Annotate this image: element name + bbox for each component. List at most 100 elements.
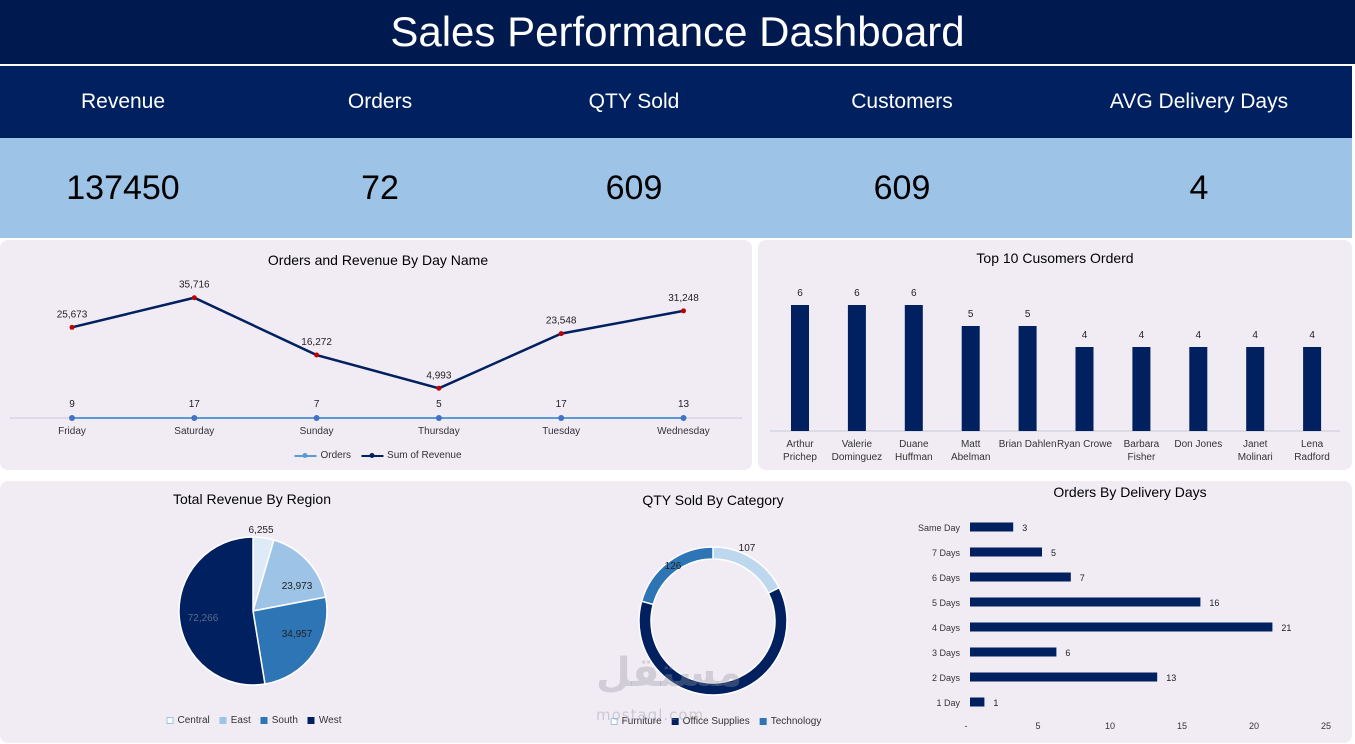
slice-east <box>251 539 327 612</box>
revenue-legend-swatch <box>361 452 384 458</box>
legend-item-south: South <box>260 715 298 726</box>
day-name-chart-panel: Orders and Revenue By Day Name 9 17 7 5 17 13… <box>0 240 752 470</box>
bar-2 <box>847 305 866 431</box>
south-swatch <box>260 717 268 724</box>
hbar-3-days <box>970 647 1057 657</box>
bottom-charts-panel: Total Revenue By Region 6,255 23,973 34,95… <box>0 481 1352 743</box>
west-swatch <box>307 717 315 724</box>
orders-label-friday: 9 <box>69 399 75 410</box>
x-tick-wednesday: Wednesday <box>657 426 710 437</box>
hbar-1-day <box>970 697 985 707</box>
bar-3 <box>904 305 923 431</box>
orders-point-saturday <box>191 415 198 421</box>
y-tick-1-day: 1 Day <box>936 698 960 708</box>
bar-label-10: 4 <box>1309 330 1315 341</box>
kpi-label-avg-delivery-days: AVG Delivery Days <box>1109 90 1289 113</box>
legend-label-technology: Technology <box>770 716 822 727</box>
day-name-chart-title: Orders and Revenue By Day Name <box>267 252 489 268</box>
bar-9 <box>1246 347 1265 431</box>
hbar-label-7-days: 5 <box>1051 548 1056 558</box>
legend-label-south: South <box>271 715 298 726</box>
kpi-label-orders: Orders <box>347 90 413 113</box>
bar-5 <box>1018 326 1037 431</box>
hbar-label-5-days: 16 <box>1209 598 1219 608</box>
hbar-label-6-days: 7 <box>1080 573 1085 583</box>
customer-name-2-line-1: Valerie <box>842 439 873 450</box>
slice-south <box>252 596 328 685</box>
orders-point-wednesday <box>680 415 687 421</box>
category-donut-legend: Furniture Office Supplies Technology <box>610 716 822 727</box>
hbar-label-3-days: 6 <box>1065 648 1070 658</box>
kpi-value-row: 137450 72 609 609 4 <box>0 138 1352 238</box>
bar-label-8: 4 <box>1196 330 1202 341</box>
slice-label-south: 34,957 <box>282 629 313 640</box>
revenue-label-wednesday: 31,248 <box>668 293 699 304</box>
hbar-same-day <box>970 522 1014 532</box>
legend-label-furniture: Furniture <box>621 716 662 727</box>
revenue-series-line <box>71 296 684 390</box>
y-tick-4-days: 4 Days <box>932 623 961 633</box>
kpi-value-qty-sold: 609 <box>605 169 663 207</box>
orders-legend-swatch <box>294 452 317 458</box>
y-tick-same-day: Same Day <box>918 523 961 533</box>
customer-name-1-line-1: Arthur <box>786 439 814 450</box>
customer-name-10-line-1: Lena <box>1301 439 1324 450</box>
customer-name-4-line-2: Abelman <box>951 452 990 463</box>
hbar-7-days <box>970 547 1042 557</box>
legend-item-office-supplies: Office Supplies <box>671 716 750 727</box>
revenue-label-tuesday: 23,548 <box>546 316 577 327</box>
y-tick-2-days: 2 Days <box>932 673 961 683</box>
hbar-label-2-days: 13 <box>1166 673 1176 683</box>
slice-label-east: 23,973 <box>282 581 313 592</box>
kpi-value-customers: 609 <box>873 169 931 207</box>
x-tick-1: 5 <box>1035 721 1040 731</box>
bar-label-7: 4 <box>1139 330 1145 341</box>
y-tick-5-days: 5 Days <box>932 598 961 608</box>
category-donut-title: QTY Sold By Category <box>642 492 784 508</box>
bar-4 <box>961 326 980 431</box>
legend-item-central: Central <box>166 715 210 726</box>
revenue-label-saturday: 35,716 <box>179 280 210 291</box>
x-tick-2: 10 <box>1105 721 1115 731</box>
bar-label-6: 4 <box>1082 330 1088 341</box>
legend-item-east: East <box>219 715 251 726</box>
customer-name-5-line-1: Brian Dahlen <box>999 439 1057 450</box>
legend-item-orders: Orders <box>294 450 351 461</box>
hbar-6-days <box>970 572 1071 582</box>
day-name-chart-legend: Orders Sum of Revenue <box>294 450 462 461</box>
customer-name-3-line-2: Huffman <box>895 452 933 463</box>
bar-label-3: 6 <box>911 288 917 299</box>
slice-label-west: 72,266 <box>188 613 219 624</box>
kpi-label-qty-sold: QTY Sold <box>588 90 680 113</box>
orders-label-saturday: 17 <box>189 399 201 410</box>
bar-label-9: 4 <box>1252 330 1258 341</box>
office-supplies-swatch <box>671 718 679 725</box>
customer-name-4-line-1: Matt <box>961 439 981 450</box>
region-pie-chart: 6,255 23,973 34,957 72,266 <box>178 525 328 686</box>
x-tick-thursday: Thursday <box>418 426 460 437</box>
orders-label-sunday: 7 <box>314 399 320 410</box>
orders-label-thursday: 5 <box>436 399 442 410</box>
y-tick-7-days: 7 Days <box>932 548 961 558</box>
customer-name-9-line-1: Janet <box>1243 439 1268 450</box>
x-tick-0: - <box>965 721 968 731</box>
hbar-2-days <box>970 672 1158 682</box>
orders-point-friday <box>69 415 75 421</box>
kpi-header-row: Revenue Orders QTY Sold Customers AVG De… <box>0 66 1352 138</box>
revenue-label-friday: 25,673 <box>57 309 88 320</box>
bar-label-2: 6 <box>854 288 860 299</box>
revenue-point-friday <box>69 324 75 330</box>
bar-10 <box>1303 347 1322 431</box>
legend-label-east: East <box>230 715 251 726</box>
customer-name-6-line-1: Ryan Crowe <box>1057 439 1112 450</box>
kpi-label-revenue: Revenue <box>80 90 166 113</box>
customer-name-7-line-2: Fisher <box>1128 452 1156 463</box>
kpi-value-revenue: 137450 <box>66 169 180 207</box>
delivery-days-bar-chart: Same Day 37 Days 56 Days 75 Days 164 Days 213… <box>918 522 1331 731</box>
slice-west <box>178 536 266 686</box>
revenue-label-sunday: 16,272 <box>301 337 332 348</box>
bar-8 <box>1189 347 1208 431</box>
legend-label-revenue: Sum of Revenue <box>387 450 462 461</box>
region-pie-legend: Central East South West <box>166 715 342 726</box>
